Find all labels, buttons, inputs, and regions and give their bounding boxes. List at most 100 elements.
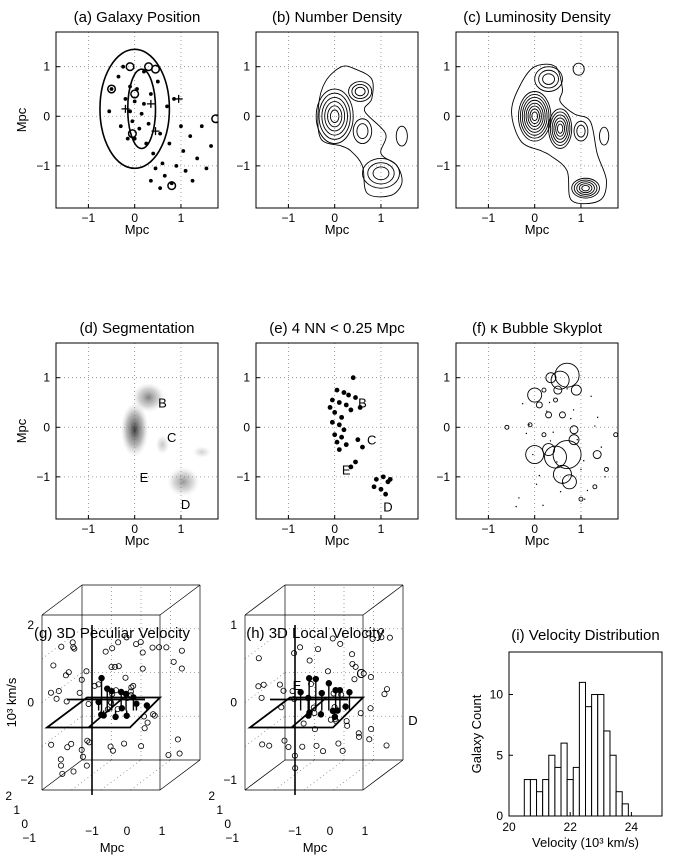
- open-velocity-point: [291, 752, 298, 759]
- open-velocity-point: [343, 718, 350, 725]
- side-gridline: [41, 715, 83, 747]
- galaxy-point: [329, 419, 335, 425]
- bright-galaxy-marker: [106, 84, 117, 94]
- galaxy-point: [327, 405, 333, 410]
- plot-frame: [55, 342, 219, 520]
- open-velocity-point: [65, 669, 72, 676]
- open-velocity-point: [315, 646, 322, 653]
- z-tick-label: 2: [27, 618, 34, 632]
- open-velocity-point: [344, 722, 351, 729]
- kappa-bubble: [552, 440, 582, 469]
- open-velocity-point: [156, 644, 163, 651]
- galaxy-point: [132, 99, 137, 104]
- galaxy-point: [357, 405, 363, 410]
- panel-i: 20 22 24 0 5 10 (i) Velocity Distribution Veloc…: [469, 627, 663, 850]
- density-contour: [571, 177, 600, 199]
- small-bubble: [570, 417, 572, 420]
- filled-velocity-point: [305, 675, 313, 682]
- open-velocity-point: [289, 688, 296, 695]
- x-tick-label: −1: [282, 211, 296, 225]
- open-velocity-point: [83, 762, 90, 769]
- histogram-bar: [542, 779, 550, 817]
- small-bubble: [590, 395, 592, 397]
- open-velocity-point: [140, 713, 147, 720]
- open-velocity-point: [308, 681, 315, 688]
- x-tick-label: 1: [159, 824, 166, 838]
- open-velocity-point: [130, 682, 137, 689]
- open-velocity-point: [292, 765, 299, 772]
- filled-velocity-point: [130, 694, 137, 701]
- panel-title: (d) Segmentation: [79, 320, 194, 337]
- open-velocity-point: [69, 639, 76, 646]
- small-bubble: [525, 432, 528, 435]
- small-bubble: [535, 483, 538, 485]
- y-tick-label: −1: [436, 159, 450, 173]
- small-bubble: [576, 438, 578, 441]
- open-velocity-point: [55, 688, 62, 695]
- small-bubble: [600, 446, 603, 448]
- x-tick-label: −1: [288, 824, 302, 838]
- x-tick-label: 1: [578, 522, 585, 536]
- small-bubble: [562, 482, 565, 484]
- galaxy-point: [142, 69, 146, 74]
- galaxy-point: [128, 109, 132, 114]
- y-tick-label: −1: [225, 831, 239, 845]
- open-velocity-point: [278, 704, 285, 711]
- small-bubble: [572, 409, 575, 411]
- galaxy-point: [137, 126, 142, 131]
- open-velocity-point: [280, 687, 287, 694]
- filled-velocity-point: [325, 680, 333, 687]
- small-bubble: [521, 403, 524, 405]
- y-tick-label: 1: [443, 60, 450, 74]
- box-edge: [159, 759, 201, 791]
- panel-b: −1 0 1 1 0 −1 (b) Number Density Mpc: [236, 9, 419, 237]
- open-velocity-point: [170, 658, 177, 665]
- density-contour: [548, 108, 573, 149]
- galaxy-point: [209, 144, 213, 148]
- y-tick-label: 1: [443, 371, 450, 385]
- small-bubble: [596, 416, 599, 419]
- kappa-bubble: [542, 443, 556, 457]
- density-contour: [525, 102, 544, 130]
- filled-velocity-point: [318, 689, 325, 697]
- open-velocity-point: [339, 747, 346, 754]
- open-velocity-point: [311, 726, 318, 733]
- segment-blob: [120, 402, 149, 458]
- density-contour: [521, 96, 548, 136]
- small-bubble: [594, 425, 596, 427]
- plot-frame: [255, 31, 419, 209]
- density-contour: [581, 185, 590, 192]
- filled-velocity-point: [95, 698, 102, 706]
- y-tick-label: 0: [43, 420, 50, 434]
- small-bubble: [548, 401, 551, 404]
- y-tick-label: 1: [43, 60, 50, 74]
- bright-galaxy-marker: [125, 62, 135, 72]
- galaxy-point: [158, 186, 163, 191]
- histogram-bar: [615, 791, 623, 817]
- galaxy-point: [199, 124, 204, 129]
- x-axis-label: Mpc: [100, 840, 125, 855]
- open-velocity-point: [178, 647, 185, 654]
- region-label: D: [408, 713, 417, 728]
- panel-title: (i) Velocity Distribution: [511, 627, 659, 644]
- density-contour: [519, 93, 550, 139]
- bright-galaxy-marker: [127, 129, 137, 139]
- y-tick-label: 1: [13, 803, 20, 817]
- kappa-bubble: [592, 450, 602, 459]
- y-axis-label: Galaxy Count: [469, 694, 484, 773]
- kappa-bubble: [569, 425, 579, 435]
- kappa-bubble: [535, 401, 543, 409]
- open-velocity-point: [102, 648, 109, 655]
- z-axis-label: 10³ km/s: [4, 677, 19, 727]
- open-velocity-point: [335, 740, 342, 747]
- kappa-bubble: [592, 484, 598, 490]
- y-tick-label: 1: [43, 371, 50, 385]
- histogram-bar: [560, 742, 568, 817]
- panel-c: −1 0 1 1 0 −1 (c) Luminosity Density Mpc: [436, 9, 619, 237]
- x-tick-label: −1: [482, 211, 496, 225]
- histogram-bar: [603, 730, 611, 817]
- small-bubble: [586, 489, 589, 492]
- zero-velocity-plane: [44, 696, 163, 729]
- y-tick-label: 1: [243, 60, 250, 74]
